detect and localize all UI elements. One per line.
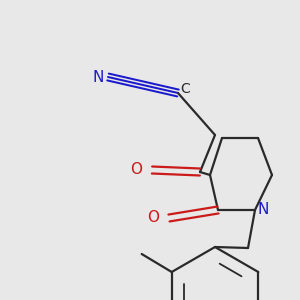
Text: O: O: [130, 163, 142, 178]
Text: O: O: [147, 211, 159, 226]
Text: N: N: [257, 202, 269, 217]
Text: C: C: [180, 82, 190, 96]
Text: N: N: [92, 70, 104, 85]
